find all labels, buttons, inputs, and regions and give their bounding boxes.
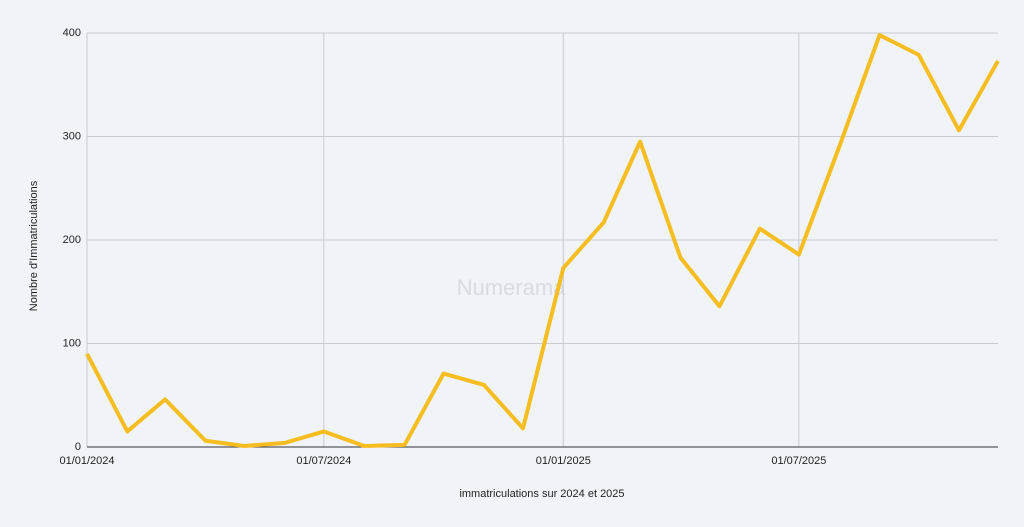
x-axis-label: immatriculations sur 2024 et 2025 [459, 488, 624, 500]
x-tick-label: 01/01/2024 [59, 455, 114, 467]
watermark: Numerama [457, 275, 567, 300]
y-tick-label: 100 [63, 337, 81, 349]
x-tick-label: 01/07/2024 [296, 455, 351, 467]
y-axis-label: Nombre d'Immatriculations [28, 180, 40, 311]
y-tick-label: 400 [63, 27, 81, 39]
y-tick-label: 300 [63, 130, 81, 142]
x-tick-label: 01/01/2025 [536, 455, 591, 467]
data-line [85, 33, 1000, 448]
y-tick-label: 0 [75, 441, 81, 453]
y-tick-label: 200 [63, 234, 81, 246]
x-tick-label: 01/07/2025 [771, 455, 826, 467]
